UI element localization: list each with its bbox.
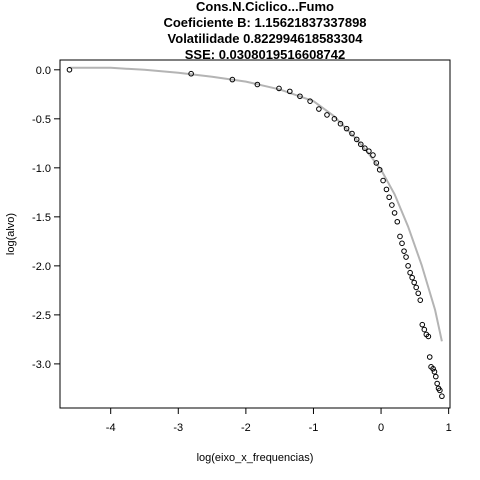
y-axis: 0.0 -0.5 -1.0 -1.5 -2.0 -2.5 -3.0 [32,65,61,371]
data-point [405,263,411,269]
x-axis: -4 -3 -2 -1 0 1 [106,407,452,434]
data-point [407,269,413,276]
chart-title-block: Cons.N.Ciclico...Fumo Coeficiente B: 1.1… [163,0,366,62]
data-point [380,177,386,184]
x-tick-label: 1 [446,422,452,434]
data-point [439,393,445,400]
plot-area-frame [59,59,451,409]
data-point [430,365,436,372]
y-axis-title: log(alvo) [5,213,17,255]
data-point [401,248,407,254]
chart-title-line-1: Cons.N.Ciclico...Fumo [196,0,334,14]
chart-title-line-3: Volatilidade 0.822994618583304 [168,31,364,46]
chart-title-line-2: Coeficiente B: 1.15621837337898 [163,15,366,30]
x-tick-label: -2 [241,422,251,434]
data-point [383,186,390,193]
y-tick-label: -2.0 [32,261,51,273]
data-point [366,148,372,154]
data-point [376,166,383,173]
chart-title-line-4: SSE: 0.0308019516608742 [185,47,345,62]
data-point [389,202,395,208]
data-point [357,141,364,148]
data-point [297,93,303,100]
data-point [331,116,338,122]
data-point [431,368,438,375]
y-tick-label: -1.0 [32,163,51,175]
x-tick-label: -4 [106,422,116,434]
data-point [397,233,403,240]
x-tick-label: 0 [378,422,384,434]
y-tick-label: -1.5 [32,212,51,224]
data-point [316,106,322,112]
fit-line-group [69,66,443,342]
data-point [370,152,376,158]
data-point [188,70,194,77]
data-point [386,194,392,201]
data-point [433,373,439,380]
x-axis-title: log(eixo_x_frequencias) [197,452,314,464]
data-point [426,354,433,360]
y-tick-label: -0.5 [32,114,51,126]
data-point [307,98,313,104]
data-point [417,297,424,303]
y-tick-label: 0.0 [36,65,51,77]
y-tick-label: -2.5 [32,310,51,322]
data-point [399,240,405,247]
x-tick-label: -3 [173,422,183,434]
data-point [287,88,293,95]
data-point [349,130,355,137]
data-point [391,210,398,216]
data-point [362,145,368,152]
data-point [337,120,344,127]
data-point [373,160,380,166]
data-point [276,85,282,92]
fit-line [69,66,443,342]
x-tick-label: -1 [309,422,319,434]
data-point [437,387,443,394]
y-tick-label: -3.0 [32,359,51,371]
data-point [229,76,236,83]
data-point [394,218,401,225]
data-point [409,274,415,281]
data-point [254,81,261,88]
data-point [415,290,422,297]
data-point [343,125,350,132]
data-point [403,254,409,260]
data-point [413,284,420,291]
data-point [425,333,432,340]
data-point [324,112,330,118]
data-point [419,321,426,328]
data-point [421,326,428,333]
data-point [66,67,73,73]
data-point [411,279,417,286]
points-group [66,67,445,400]
data-point [353,136,360,143]
data-point [434,380,440,387]
